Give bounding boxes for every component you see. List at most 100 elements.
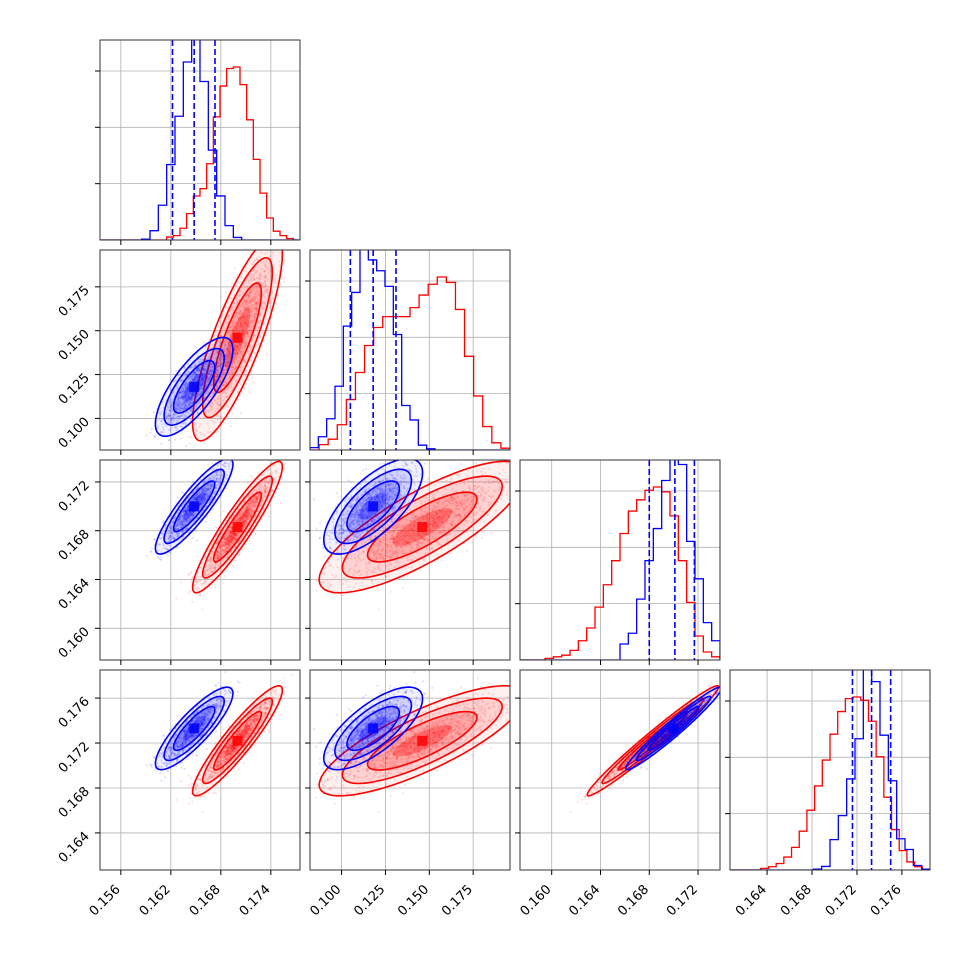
scatter-point <box>178 391 181 394</box>
scatter-point <box>190 395 193 398</box>
scatter-point <box>258 487 261 490</box>
scatter-point <box>175 474 177 476</box>
scatter-point <box>170 402 173 406</box>
scatter-point <box>208 586 211 589</box>
scatter-point <box>474 497 477 501</box>
scatter-point <box>235 533 239 537</box>
scatter-point <box>231 538 234 542</box>
scatter-point <box>194 376 197 380</box>
scatter-point <box>164 547 167 550</box>
scatter-point <box>195 373 198 376</box>
scatter-point <box>258 273 261 276</box>
scatter-point <box>456 502 459 506</box>
scatter-point <box>174 426 177 429</box>
scatter-point <box>196 495 200 498</box>
scatter-point <box>421 541 424 544</box>
scatter-point <box>185 513 188 517</box>
scatter-point <box>206 378 209 381</box>
scatter-point <box>211 403 214 406</box>
scatter-point <box>419 533 423 536</box>
scatter-point <box>205 492 208 495</box>
scatter-point <box>200 498 204 501</box>
scatter-point <box>191 398 194 401</box>
scatter-point <box>220 362 224 365</box>
scatter-point <box>192 378 195 381</box>
scatter-point <box>235 326 238 329</box>
scatter-point <box>416 541 419 544</box>
scatter-point <box>169 429 172 432</box>
scatter-point <box>328 581 331 584</box>
scatter-point <box>224 441 226 443</box>
scatter-point <box>395 542 398 545</box>
scatter-point <box>217 483 220 486</box>
scatter-point <box>191 514 194 517</box>
scatter-point <box>200 497 204 500</box>
scatter-point <box>261 488 264 492</box>
scatter-point <box>192 393 195 397</box>
scatter-point <box>253 301 256 304</box>
scatter-point <box>255 489 258 493</box>
scatter-point <box>231 372 234 375</box>
scatter-point <box>265 291 268 294</box>
scatter-point <box>234 325 237 328</box>
scatter-point <box>246 517 249 521</box>
scatter-point <box>188 516 191 519</box>
scatter-point <box>231 322 235 325</box>
scatter-point <box>225 546 228 549</box>
scatter-point <box>233 267 237 270</box>
scatter-point <box>177 403 180 406</box>
scatter-point <box>249 516 252 519</box>
scatter-point <box>162 520 165 524</box>
scatter-point <box>249 513 252 516</box>
scatter-point <box>257 293 260 296</box>
scatter-point <box>178 415 181 418</box>
scatter-point <box>250 498 253 501</box>
scatter-point <box>242 379 245 382</box>
scatter-point <box>516 476 518 478</box>
scatter-point <box>187 519 190 522</box>
scatter-point <box>206 484 209 487</box>
scatter-point <box>237 353 240 356</box>
scatter-point <box>203 500 206 503</box>
scatter-point <box>200 372 203 375</box>
scatter-point <box>494 509 497 512</box>
scatter-point <box>450 496 453 499</box>
scatter-point <box>240 517 243 520</box>
scatter-point <box>184 400 187 403</box>
scatter-point <box>203 378 206 381</box>
scatter-point <box>209 558 212 561</box>
scatter-point <box>179 581 183 584</box>
scatter-point <box>379 543 382 546</box>
scatter-point <box>407 559 410 562</box>
scatter-point <box>274 472 278 475</box>
scatter-point <box>221 392 225 395</box>
scatter-point <box>184 527 187 530</box>
scatter-point <box>415 534 418 537</box>
scatter-point <box>246 307 249 311</box>
scatter-point <box>229 343 232 346</box>
scatter-point <box>184 382 187 385</box>
scatter-point <box>224 363 227 366</box>
scatter-point <box>211 462 214 465</box>
scatter-point <box>266 487 269 490</box>
scatter-point <box>187 387 190 391</box>
scatter-point <box>180 530 183 533</box>
scatter-point <box>209 561 212 564</box>
scatter-point <box>403 538 406 541</box>
scatter-point <box>189 375 192 379</box>
scatter-point <box>244 507 248 510</box>
scatter-point <box>194 397 197 400</box>
scatter-point <box>237 531 241 534</box>
scatter-point <box>191 480 195 483</box>
scatter-point <box>193 379 196 382</box>
scatter-point <box>247 316 250 319</box>
scatter-point <box>409 522 413 525</box>
scatter-point <box>249 277 253 281</box>
scatter-point <box>194 498 198 501</box>
scatter-point <box>257 507 260 510</box>
scatter-point <box>208 363 211 366</box>
scatter-point <box>179 527 182 530</box>
scatter-point <box>241 354 244 357</box>
scatter-point <box>244 520 247 523</box>
scatter-point <box>182 524 185 527</box>
